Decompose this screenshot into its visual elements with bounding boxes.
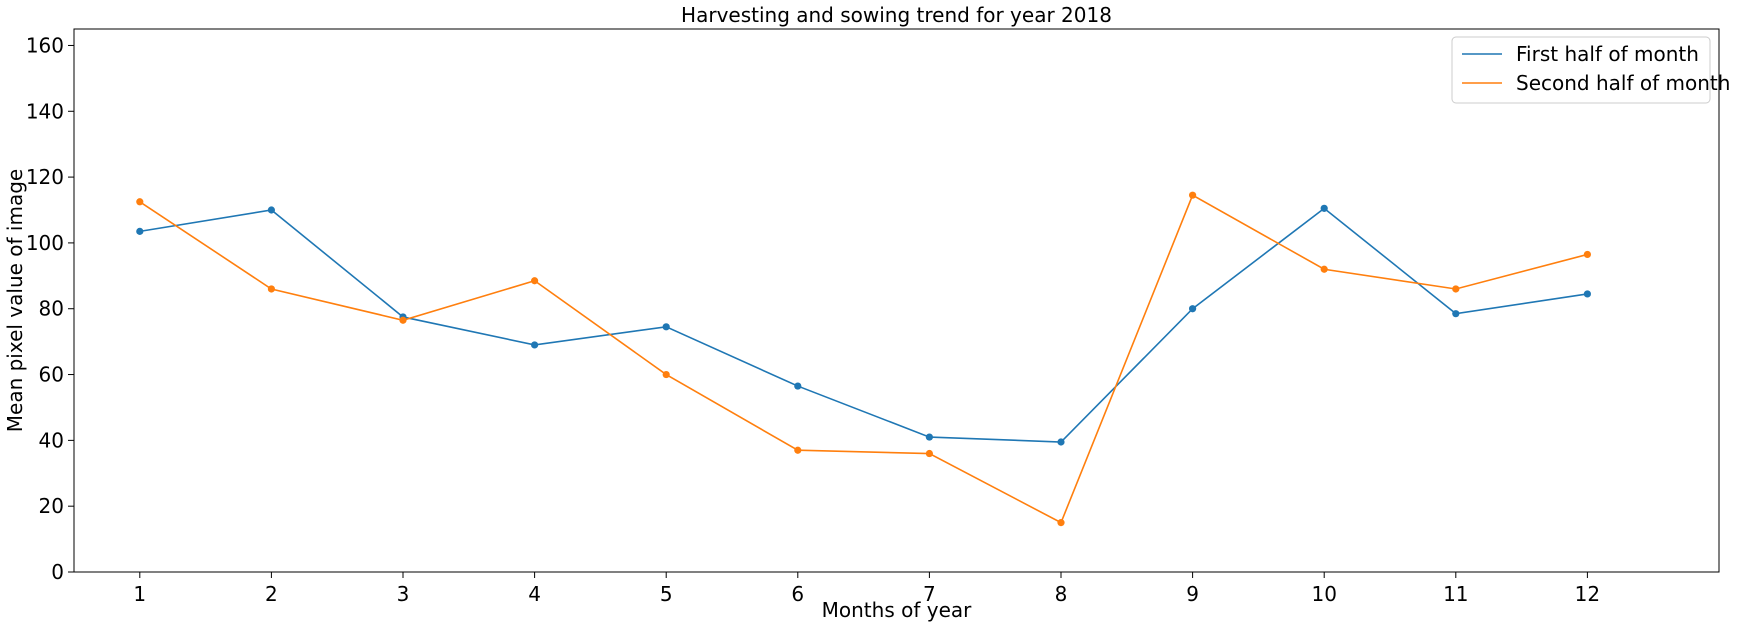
data-point bbox=[136, 227, 144, 235]
y-tick-label: 40 bbox=[39, 428, 64, 452]
data-point bbox=[925, 449, 934, 458]
x-tick-label: 12 bbox=[1575, 582, 1600, 606]
data-point bbox=[136, 198, 144, 206]
data-point bbox=[1583, 250, 1591, 259]
data-point bbox=[1583, 290, 1591, 298]
chart-title: Harvesting and sowing trend for year 201… bbox=[681, 3, 1112, 27]
x-tick-label: 10 bbox=[1311, 582, 1336, 606]
data-point bbox=[1452, 310, 1460, 318]
data-point bbox=[1320, 265, 1328, 273]
data-point bbox=[1057, 438, 1065, 446]
data-point bbox=[662, 323, 670, 331]
data-point bbox=[1189, 191, 1197, 199]
legend-label: First half of month bbox=[1516, 42, 1699, 66]
y-tick-label: 140 bbox=[26, 99, 64, 123]
series-line bbox=[139, 194, 1588, 524]
y-tick-label: 0 bbox=[51, 560, 64, 584]
data-point bbox=[662, 370, 670, 379]
y-tick-label: 160 bbox=[26, 33, 64, 57]
x-tick-label: 8 bbox=[1055, 582, 1068, 606]
plot-frame bbox=[73, 28, 1720, 573]
data-point bbox=[1189, 305, 1197, 313]
data-point bbox=[1320, 204, 1328, 212]
y-axis-label: Mean pixel value of image bbox=[3, 169, 27, 432]
data-point bbox=[794, 382, 802, 390]
x-tick-label: 4 bbox=[528, 582, 541, 606]
legend: First half of month Second half of month bbox=[1451, 36, 1730, 104]
y-axis: 0 20 40 60 80 100 120 140 160 bbox=[26, 33, 74, 584]
data-point bbox=[1452, 285, 1460, 293]
legend-label: Second half of month bbox=[1516, 71, 1730, 95]
y-tick-label: 100 bbox=[26, 231, 64, 255]
y-tick-label: 80 bbox=[39, 297, 64, 321]
x-tick-label: 11 bbox=[1443, 582, 1468, 606]
x-tick-label: 9 bbox=[1186, 582, 1199, 606]
x-tick-label: 5 bbox=[660, 582, 673, 606]
series-2 bbox=[136, 191, 1591, 527]
x-tick-label: 7 bbox=[923, 582, 936, 606]
x-axis: 1 2 3 4 5 6 7 8 9 10 11 12 bbox=[133, 572, 1600, 606]
data-point bbox=[267, 285, 275, 293]
x-tick-label: 6 bbox=[791, 582, 804, 606]
legend-box bbox=[1451, 36, 1711, 104]
series-1 bbox=[136, 204, 1591, 446]
x-tick-label: 3 bbox=[397, 582, 410, 606]
data-point bbox=[399, 316, 407, 324]
plot-area bbox=[136, 191, 1591, 527]
x-tick-label: 1 bbox=[133, 582, 146, 606]
x-axis-label: Months of year bbox=[822, 598, 972, 622]
x-tick-label: 2 bbox=[265, 582, 278, 606]
data-point bbox=[267, 206, 275, 214]
data-point bbox=[531, 341, 539, 349]
y-tick-label: 120 bbox=[26, 165, 64, 189]
y-tick-label: 60 bbox=[39, 363, 64, 387]
data-point bbox=[794, 446, 802, 454]
data-point bbox=[925, 433, 934, 441]
data-point bbox=[531, 277, 539, 285]
y-tick-label: 20 bbox=[39, 494, 64, 518]
series-line bbox=[139, 207, 1588, 443]
data-point bbox=[1057, 519, 1065, 527]
